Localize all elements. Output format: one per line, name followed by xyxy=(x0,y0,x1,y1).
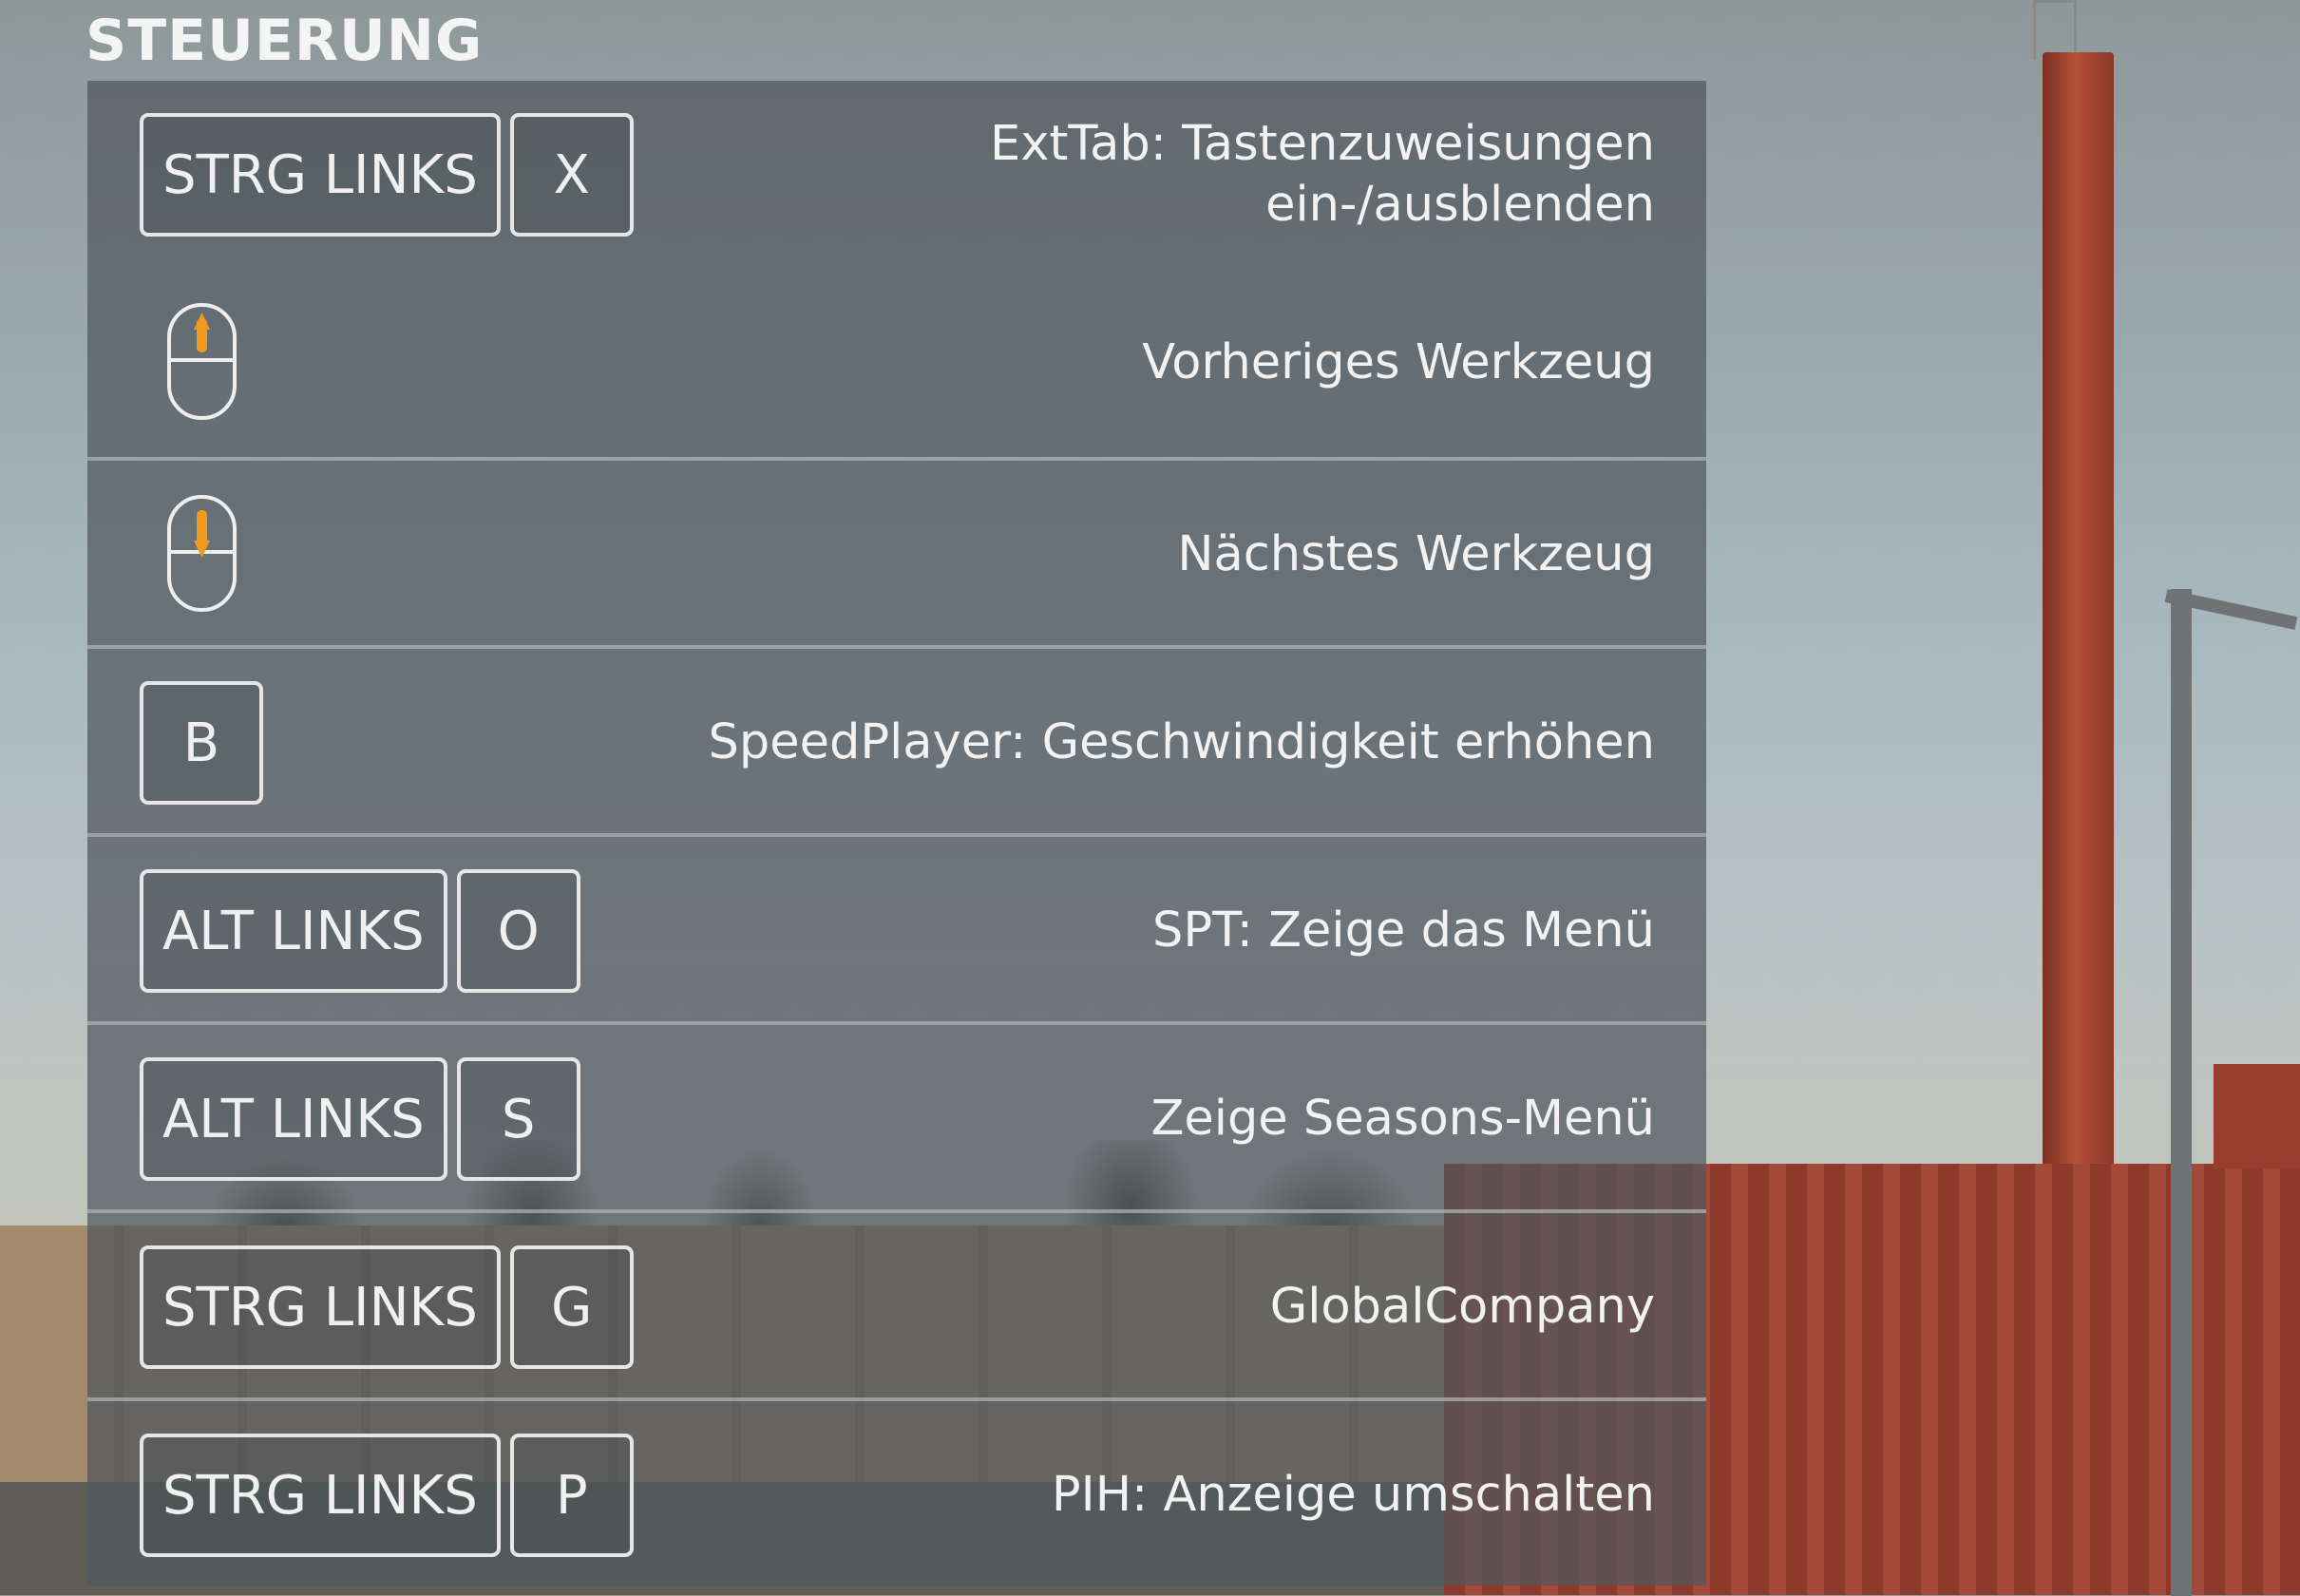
chimney-top xyxy=(2033,0,2077,60)
control-row: STRG LINKS P PIH: Anzeige umschalten xyxy=(87,1397,1706,1586)
key-cap: STRG LINKS xyxy=(140,1434,501,1557)
control-label: PIH: Anzeige umschalten xyxy=(1051,1467,1655,1523)
control-label: SpeedPlayer: Geschwindigkeit erhöhen xyxy=(708,714,1656,770)
control-label: GlobalCompany xyxy=(1269,1279,1655,1335)
control-label: Nächstes Werkzeug xyxy=(1177,526,1655,582)
key-cap: ALT LINKS xyxy=(140,869,447,993)
key-cap: STRG LINKS xyxy=(140,113,501,237)
control-row: STRG LINKS G GlobalCompany xyxy=(87,1209,1706,1397)
control-row: Vorheriges Werkzeug xyxy=(87,269,1706,457)
control-row: Nächstes Werkzeug xyxy=(87,457,1706,645)
key-combo: B xyxy=(140,681,263,805)
container-small xyxy=(2214,1064,2300,1168)
key-combo: STRG LINKS G xyxy=(140,1245,634,1369)
key-combo: STRG LINKS P xyxy=(140,1434,634,1557)
control-label: Vorheriges Werkzeug xyxy=(1142,334,1655,390)
control-label: Zeige Seasons-Menü xyxy=(1150,1091,1655,1147)
key-cap: P xyxy=(509,1434,634,1557)
key-cap: X xyxy=(509,113,634,237)
key-cap: S xyxy=(456,1057,580,1181)
control-label: SPT: Zeige das Menü xyxy=(1152,902,1655,959)
control-row: ALT LINKS S Zeige Seasons-Menü xyxy=(87,1021,1706,1209)
key-combo: ALT LINKS O xyxy=(140,869,580,993)
mouse-wheel-up-icon xyxy=(167,303,237,420)
mouse-wheel-down-icon xyxy=(167,495,237,612)
key-cap: G xyxy=(509,1245,634,1369)
key-combo: ALT LINKS S xyxy=(140,1057,580,1181)
control-row: STRG LINKS X ExtTab: Tastenzuweisungen ein… xyxy=(87,81,1706,269)
key-cap: STRG LINKS xyxy=(140,1245,501,1369)
key-cap: ALT LINKS xyxy=(140,1057,447,1181)
page-title: STEUERUNG xyxy=(86,8,484,74)
lamp-pole xyxy=(2171,589,2192,1596)
control-row: B SpeedPlayer: Geschwindigkeit erhöhen xyxy=(87,645,1706,833)
controls-panel: STRG LINKS X ExtTab: Tastenzuweisungen ein… xyxy=(87,81,1706,1595)
chimney xyxy=(2043,52,2114,1173)
key-combo: STRG LINKS X xyxy=(140,113,634,237)
control-label: ExtTab: Tastenzuweisungen ein-/ausblende… xyxy=(989,116,1655,233)
control-row: ALT LINKS O SPT: Zeige das Menü xyxy=(87,833,1706,1021)
key-cap: O xyxy=(456,869,580,993)
key-cap: B xyxy=(140,681,263,805)
